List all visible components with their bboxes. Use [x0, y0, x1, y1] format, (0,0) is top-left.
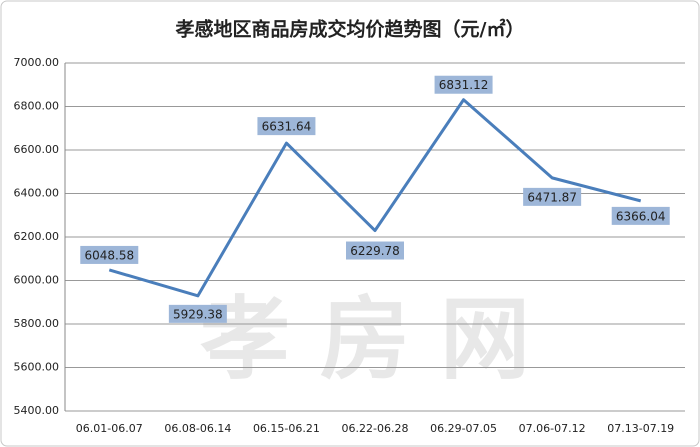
- x-tick-label: 06.29-07.05: [430, 422, 497, 435]
- value-label: 6631.64: [262, 120, 312, 134]
- value-label: 6471.87: [527, 190, 577, 204]
- y-tick-label: 6200.00: [14, 230, 60, 243]
- x-tick-label: 07.06-07.12: [519, 422, 586, 435]
- x-tick-label: 07.13-07.19: [607, 422, 674, 435]
- value-label-box: [611, 206, 670, 225]
- y-tick-label: 5600.00: [14, 361, 60, 374]
- x-tick-label: 06.08-06.14: [164, 422, 231, 435]
- x-tick-label: 06.15-06.21: [253, 422, 320, 435]
- x-tick-label: 06.01-06.07: [76, 422, 143, 435]
- value-label-box: [434, 75, 493, 94]
- value-label: 6048.58: [84, 248, 134, 262]
- y-tick-label: 6400.00: [14, 187, 60, 200]
- y-tick-label: 6000.00: [14, 274, 60, 287]
- watermark: 孝房网: [200, 287, 560, 392]
- y-tick-label: 5800.00: [14, 317, 60, 330]
- value-label: 5929.38: [173, 307, 223, 321]
- y-tick-label: 6800.00: [14, 100, 60, 113]
- chart-title: 孝感地区商品房成交均价趋势图（元/㎡）: [176, 18, 525, 41]
- value-label-box: [168, 304, 227, 323]
- value-label-box: [80, 245, 139, 264]
- data-line: [108, 98, 642, 298]
- value-label-box: [346, 241, 404, 260]
- y-tick-label: 7000.00: [14, 56, 60, 69]
- y-tick-label: 6600.00: [14, 143, 60, 156]
- y-tick-label: 5400.00: [14, 404, 60, 417]
- value-label: 6229.78: [350, 244, 400, 258]
- value-label-box: [523, 187, 582, 206]
- x-tick-label: 06.22-06.28: [342, 422, 409, 435]
- value-label: 6831.12: [439, 78, 489, 92]
- value-label: 6366.04: [616, 209, 666, 223]
- value-label-box: [257, 117, 316, 136]
